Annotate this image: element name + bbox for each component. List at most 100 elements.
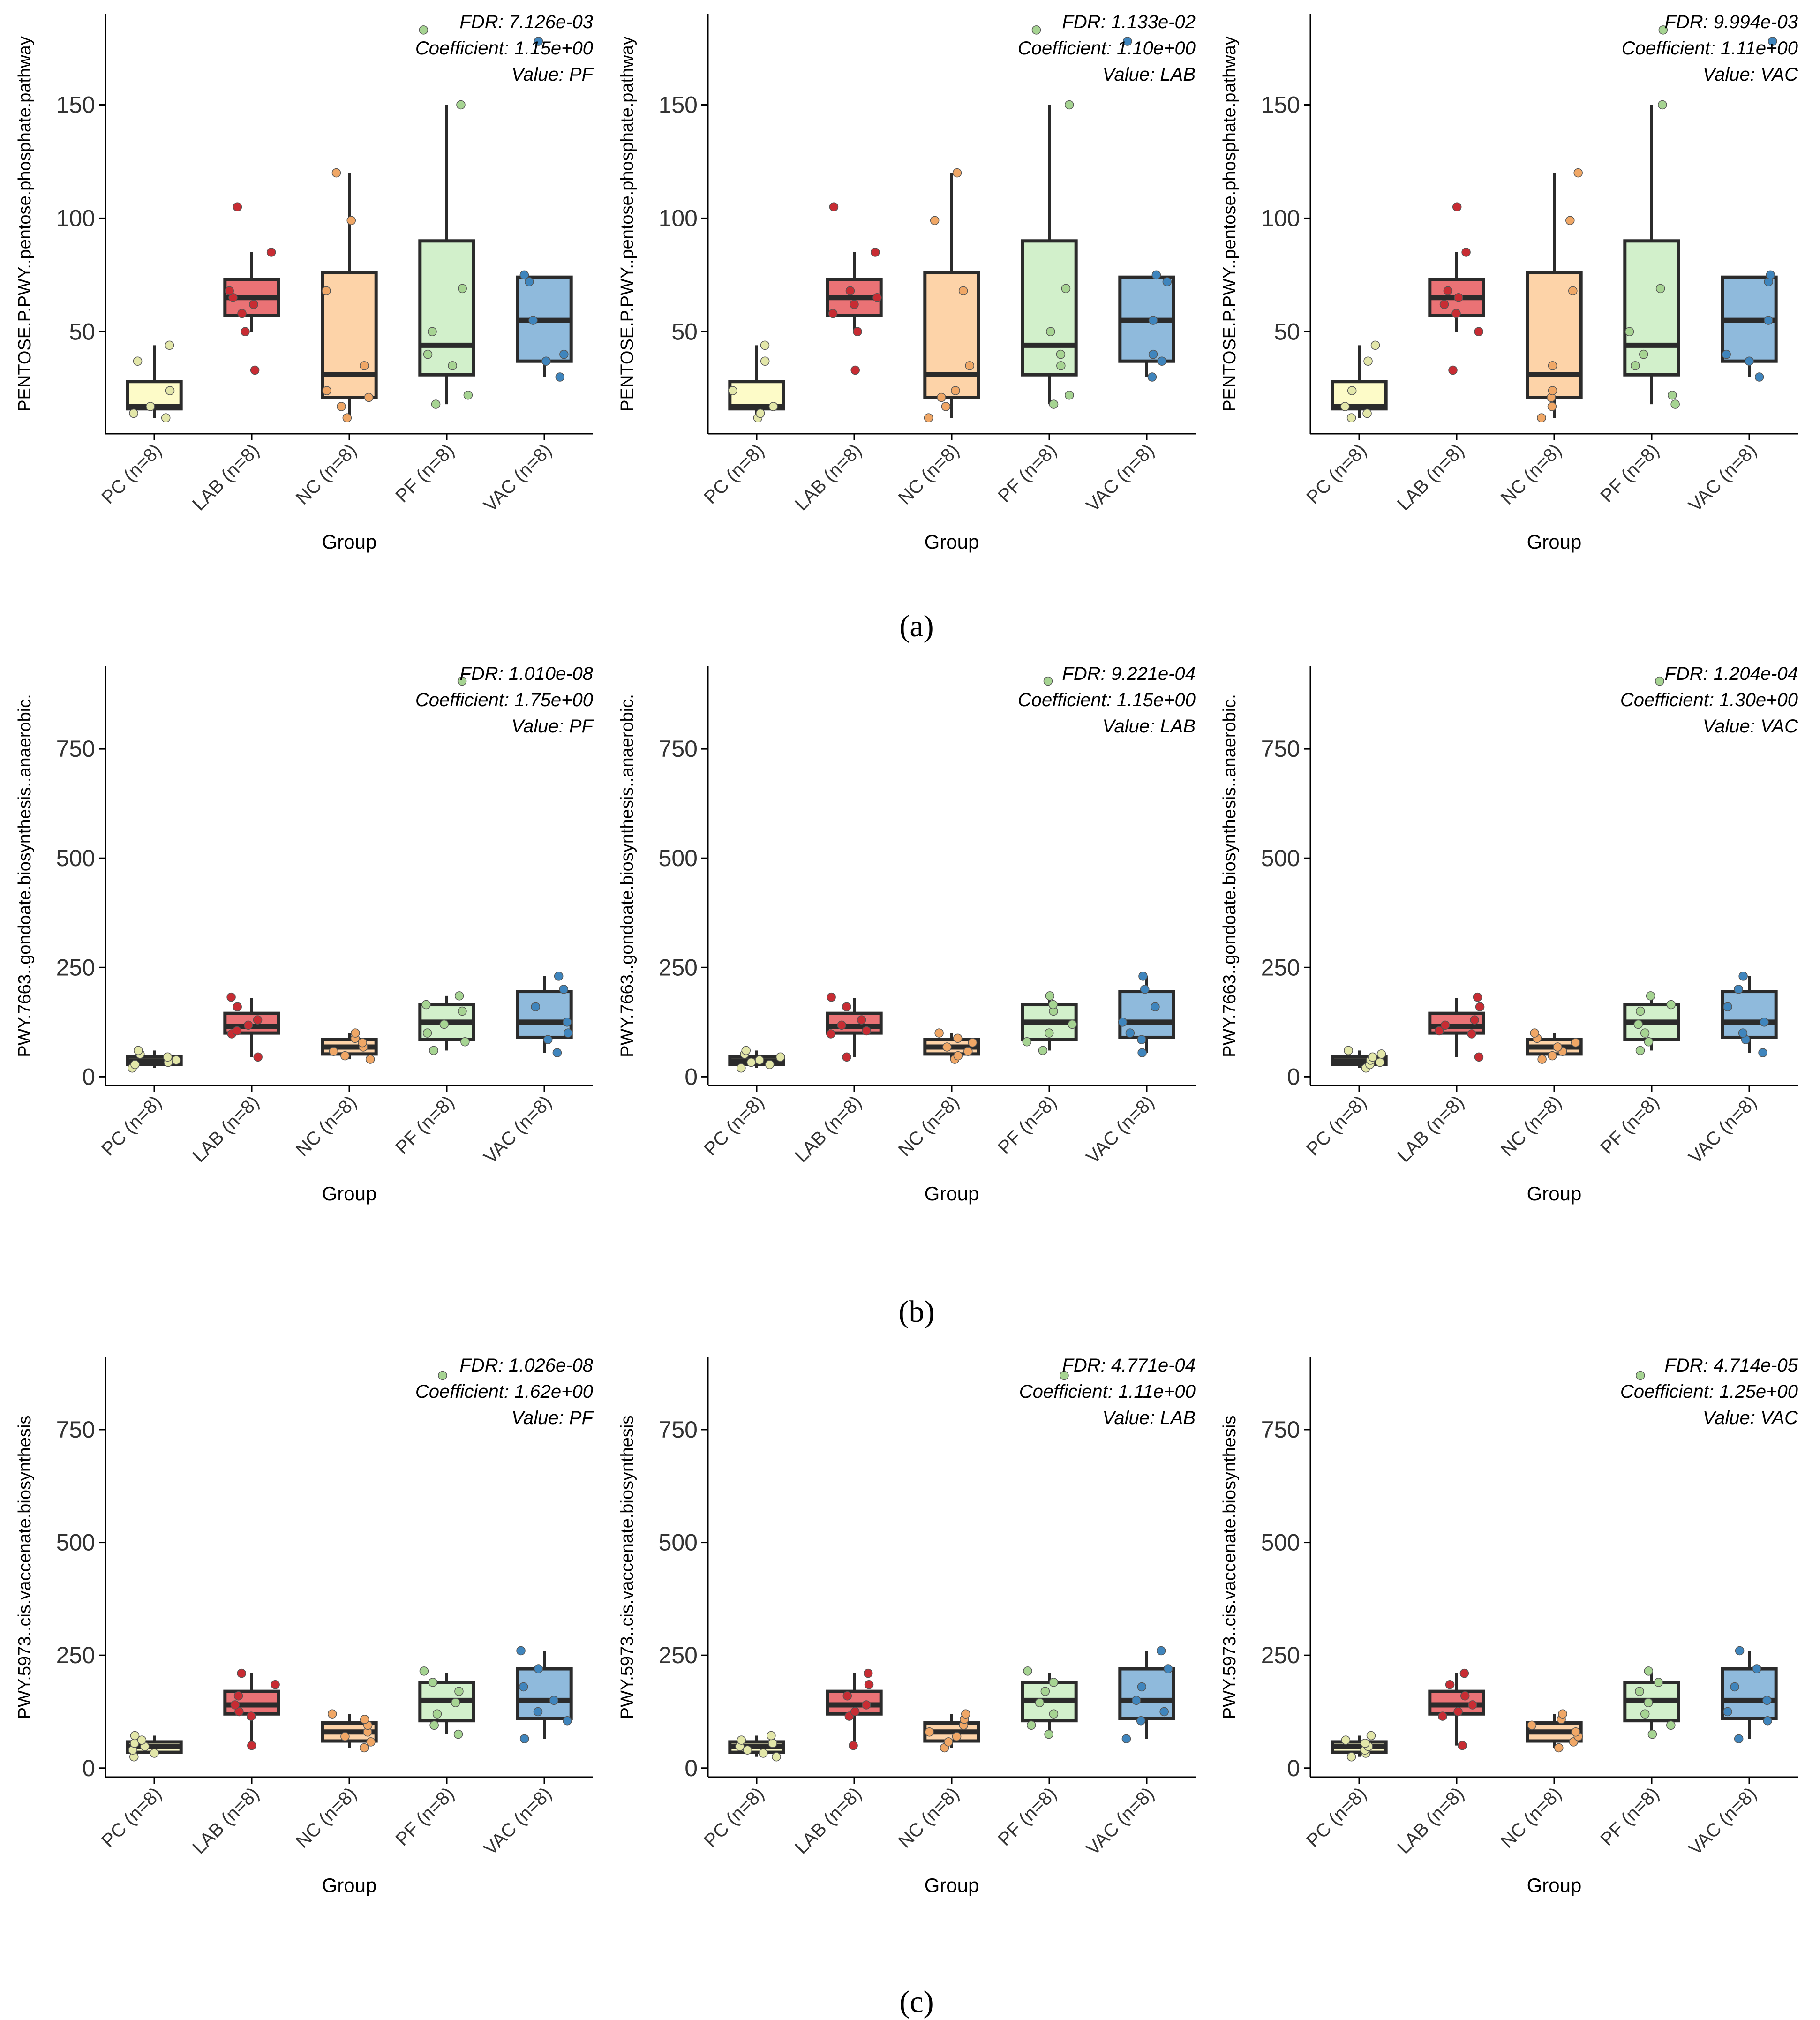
chart-0-0-y-tick-label: 150 — [56, 92, 95, 118]
chart-0-0-point-NC — [337, 402, 346, 411]
chart-2-1-point-NC — [944, 1737, 953, 1747]
chart-2-2-x-label: Group — [1527, 1874, 1582, 1896]
chart-1-0-point-LAB — [233, 1002, 242, 1011]
chart-0-0-point-NC — [346, 216, 356, 225]
chart-0-2-point-PC — [1346, 413, 1356, 422]
chart-2-2-point-PC — [1366, 1731, 1376, 1741]
chart-0-1-point-PF — [1046, 327, 1055, 337]
chart-1-2-point-PC — [1375, 1057, 1385, 1067]
chart-2-0-point-PF — [419, 1666, 429, 1676]
chart-1-1-point-LAB — [827, 992, 836, 1002]
chart-0-1-point-PF — [1064, 100, 1074, 110]
chart-2-2-point-PF — [1666, 1720, 1676, 1730]
chart-1-2-y-tick-label: 0 — [1287, 1063, 1300, 1090]
chart-1-1-point-PC — [741, 1046, 751, 1055]
chart-2-0-x-tick-label: LAB (n=8) — [188, 1783, 263, 1858]
chart-1-1-point-VAC — [1137, 1035, 1146, 1044]
chart-0-0-annotation: Value: PF — [511, 64, 594, 85]
chart-1-0-point-PC — [172, 1055, 181, 1065]
chart-0-0-point-VAC — [534, 37, 543, 46]
chart-2-1-annotation: FDR: 4.771e-04 — [1062, 1355, 1196, 1376]
chart-1-0-point-VAC — [563, 1028, 573, 1038]
chart-0-2-point-PF — [1658, 100, 1667, 110]
chart-0-0-x-tick-label: VAC (n=8) — [480, 440, 556, 516]
chart-2-1-point-LAB — [862, 1700, 871, 1710]
panel-label-b: (b) — [898, 1295, 935, 1329]
chart-2-2-point-PF — [1640, 1709, 1650, 1719]
chart-2-2-point-PF — [1644, 1698, 1653, 1707]
chart-2-1-point-PC — [737, 1735, 746, 1745]
chart-2-2-point-PC — [1341, 1735, 1351, 1745]
chart-2-0-point-PF — [451, 1698, 460, 1707]
chart-2-0-point-PF — [453, 1729, 463, 1739]
chart-0-0-point-NC — [360, 361, 369, 370]
chart-1-2-point-VAC — [1758, 1048, 1767, 1057]
chart-0-0-point-LAB — [237, 309, 247, 318]
chart-0-0-point-PC — [146, 402, 155, 411]
chart-0-0-point-PF — [456, 100, 466, 110]
chart-2-0-point-NC — [360, 1715, 369, 1724]
chart-2-1-point-VAC — [1131, 1696, 1141, 1705]
chart-0-1-point-LAB — [828, 309, 838, 318]
chart-0-0-point-PC — [161, 413, 171, 422]
chart-0-1-point-VAC — [1123, 37, 1132, 46]
chart-0-1-point-PF — [1049, 399, 1059, 409]
chart-1-0-point-NC — [351, 1028, 360, 1038]
chart-1-1-y-tick-label: 750 — [659, 736, 698, 762]
chart-0-2-point-LAB — [1443, 286, 1453, 295]
chart-2-2-point-VAC — [1763, 1716, 1772, 1726]
chart-2-1-point-PF — [1027, 1720, 1036, 1730]
chart-0-2-point-NC — [1537, 413, 1546, 422]
chart-0-1-point-PF — [1056, 361, 1066, 370]
chart-0-1-point-NC — [930, 216, 940, 225]
chart-2-0-annotation: Value: PF — [511, 1408, 594, 1428]
chart-2-2-point-LAB — [1458, 1741, 1467, 1750]
chart-2-1-y-tick-label: 750 — [659, 1417, 698, 1443]
chart-0-2-annotation: FDR: 9.994e-03 — [1664, 12, 1798, 32]
chart-0-2-x-tick-label: PC (n=8) — [1302, 440, 1370, 508]
chart-1-1-x-tick-label: NC (n=8) — [895, 1092, 963, 1161]
chart-0-0-point-VAC — [541, 356, 551, 366]
chart-1-2-point-PF — [1646, 991, 1655, 1001]
chart-2-2-annotation: Coefficient: 1.25e+00 — [1620, 1381, 1798, 1402]
chart-0-2-point-LAB — [1451, 309, 1461, 318]
chart-1-1-x-tick-label: PF (n=8) — [994, 1092, 1060, 1158]
chart-0-1-point-NC — [924, 413, 933, 422]
chart-1-2-x-tick-label: NC (n=8) — [1497, 1092, 1566, 1161]
chart-2-1-point-VAC — [1159, 1707, 1169, 1717]
chart-1-2-point-VAC — [1738, 1028, 1748, 1038]
chart-2-2-point-LAB — [1468, 1700, 1477, 1710]
chart-2-0-point-LAB — [230, 1700, 240, 1710]
chart-1-2-point-LAB — [1434, 1026, 1444, 1036]
chart-1-0-y-tick-label: 750 — [56, 736, 95, 762]
chart-1-1-point-LAB — [857, 1015, 866, 1025]
chart-1-2-y-label: PWY.7663..gondoate.biosynthesis..anaerob… — [1220, 694, 1240, 1057]
chart-0-1-x-tick-label: NC (n=8) — [895, 440, 963, 509]
chart-2-2-point-LAB — [1438, 1711, 1447, 1721]
chart-1-2-y-tick-label: 500 — [1261, 845, 1300, 871]
chart-0-0-point-VAC — [528, 316, 538, 325]
chart-1-0-point-VAC — [543, 1035, 553, 1044]
chart-1-1-point-PF — [1038, 1046, 1048, 1055]
chart-1-0-x-tick-label: VAC (n=8) — [480, 1092, 556, 1168]
chart-2-0-point-NC — [366, 1737, 376, 1747]
chart-1-1-annotation: Coefficient: 1.15e+00 — [1018, 690, 1196, 710]
chart-0-0-point-PC — [133, 356, 143, 366]
chart-0-1-point-NC — [965, 361, 975, 370]
chart-0-2-point-VAC — [1745, 356, 1754, 366]
chart-1-0-x-tick-label: NC (n=8) — [292, 1092, 361, 1161]
chart-2-1-point-NC — [925, 1727, 934, 1737]
chart-0-0-point-PF — [419, 25, 429, 35]
chart-2-2-point-VAC — [1762, 1696, 1772, 1705]
chart-0-0-point-PC — [129, 408, 138, 418]
chart-2-1-point-LAB — [864, 1680, 874, 1689]
chart-1-0-point-PF — [439, 1019, 449, 1029]
chart-0-2-point-LAB — [1452, 202, 1462, 211]
chart-0-1-point-VAC — [1162, 277, 1172, 286]
chart-0-2-point-NC — [1565, 216, 1575, 225]
chart-0-1-annotation: Value: LAB — [1102, 64, 1196, 85]
chart-1-0-x-tick-label: PF (n=8) — [391, 1092, 458, 1158]
panel-label-c: (c) — [899, 1985, 934, 2019]
chart-2-1-point-VAC — [1137, 1682, 1147, 1692]
